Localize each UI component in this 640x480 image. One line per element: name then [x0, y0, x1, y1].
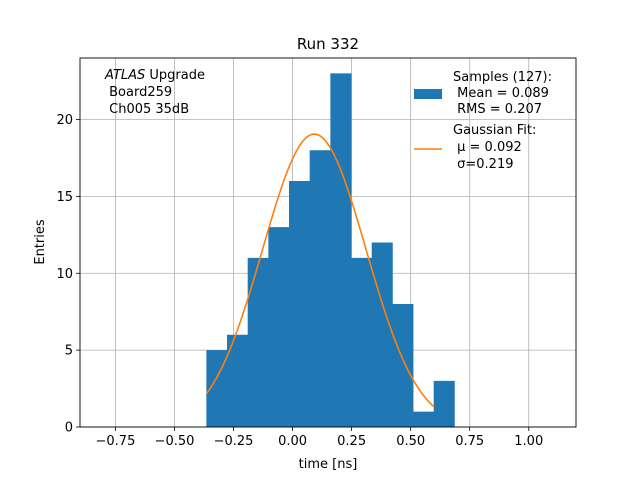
annotation-block: ATLAS Upgrade Board259 Ch005 35dB — [104, 68, 205, 117]
legend-fit-sigma: σ=0.219 — [453, 157, 513, 172]
y-axis-ticks: 0 5 10 15 20 — [56, 113, 80, 436]
y-tick-label: 15 — [56, 190, 73, 205]
x-tick-label: 0.25 — [337, 434, 366, 449]
legend: Samples (127): Mean = 0.089 RMS = 0.207 … — [414, 70, 552, 172]
legend-samples-swatch — [414, 89, 442, 99]
histogram-bar — [413, 411, 435, 427]
annotation-line-1: ATLAS Upgrade — [104, 68, 205, 83]
x-tick-label: 0.75 — [455, 434, 484, 449]
histogram-bar — [206, 350, 228, 427]
histogram-bar — [351, 257, 373, 427]
x-tick-label: 1.00 — [514, 434, 543, 449]
histogram-bar — [247, 257, 269, 427]
histogram-bars — [206, 73, 455, 427]
x-tick-label: 0.00 — [278, 434, 307, 449]
atlas-label: ATLAS — [104, 68, 145, 83]
legend-samples-title: Samples (127): — [453, 70, 552, 85]
histogram-bar — [433, 380, 455, 427]
chart-title: Run 332 — [297, 35, 359, 53]
annotation-channel: Ch005 35dB — [105, 102, 189, 117]
y-tick-label: 0 — [65, 421, 73, 436]
y-axis-title: Entries — [33, 219, 48, 265]
y-tick-label: 10 — [56, 267, 73, 282]
x-axis-ticks: −0.75 −0.50 −0.25 0.00 0.25 0.50 0.75 1.00 — [96, 427, 543, 449]
x-tick-label: −0.50 — [155, 434, 195, 449]
histogram-bar — [392, 304, 414, 427]
annotation-board: Board259 — [105, 85, 172, 100]
y-tick-label: 5 — [65, 344, 73, 359]
x-tick-label: −0.75 — [96, 434, 136, 449]
legend-fit-mu: μ = 0.092 — [453, 140, 522, 155]
legend-fit-title: Gaussian Fit: — [453, 123, 536, 138]
upgrade-label: Upgrade — [145, 68, 205, 83]
histogram-bar — [289, 181, 311, 427]
histogram-bar — [309, 150, 331, 427]
histogram-bar — [227, 334, 249, 427]
histogram-bar — [268, 227, 290, 427]
y-tick-label: 20 — [56, 113, 73, 128]
x-axis-title: time [ns] — [299, 457, 358, 472]
plot-frame — [79, 57, 577, 428]
gaussian-fit-curve — [205, 133, 435, 408]
legend-samples-rms: RMS = 0.207 — [453, 102, 542, 117]
legend-samples-mean: Mean = 0.089 — [453, 86, 549, 101]
histogram-bar — [330, 73, 352, 427]
x-tick-label: −0.25 — [214, 434, 254, 449]
histogram-bar — [371, 242, 393, 427]
x-tick-label: 0.50 — [396, 434, 425, 449]
